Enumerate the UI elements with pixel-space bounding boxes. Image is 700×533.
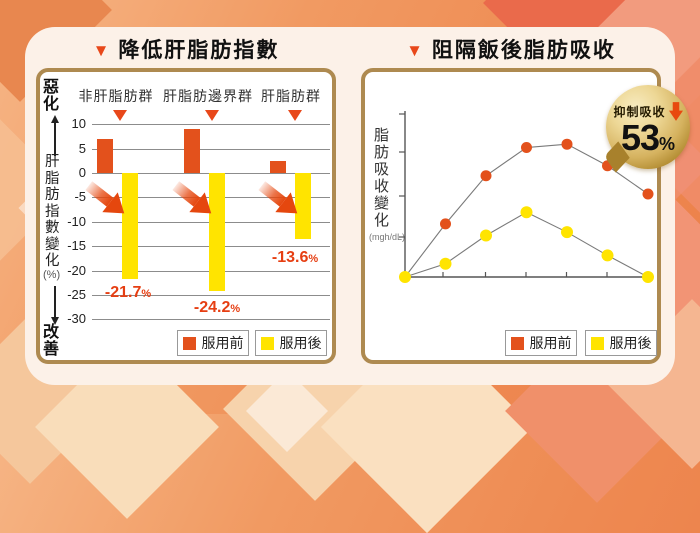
data-point-after [520,206,533,219]
data-point-before [642,188,654,200]
y-tick-label: -5 [74,189,86,205]
up-arrow-icon [51,115,59,156]
after-swatch-icon [590,336,604,350]
badge-unit: % [659,133,676,154]
bar-before [97,138,113,173]
data-point-after [439,257,452,270]
y-tick-label: -25 [67,287,86,302]
data-point-before [480,170,492,182]
y-tick-label: 0 [78,165,86,180]
data-point-before [521,142,532,154]
bar-after [122,173,138,279]
legend-before: 服用前 [177,330,249,356]
data-point-after [399,271,411,283]
category-marker-icon [113,110,127,128]
value-label-group2: -24.2% [193,299,241,316]
y-tick-label: -15 [67,238,86,254]
badge-label: 抑制吸收 [613,104,666,119]
data-point-after [601,249,614,262]
down-block-arrow-icon [668,101,683,121]
data-point-before [440,218,451,230]
bar-after [209,173,225,292]
right-chart-title: ▼ 阻隔飯後脂肪吸收 [361,34,661,64]
after-swatch-icon [260,336,274,350]
right-y-axis-unit: (mgh/dL) [368,232,405,242]
axis-direction-better-label: 改善 [43,324,60,358]
value-label-group3: -13.6% [271,249,319,266]
category-label: 非肝脂肪群 [78,88,154,104]
before-swatch-icon [182,336,196,350]
category-label: 肝脂肪群 [261,88,321,104]
legend-before: 服用前 [505,330,577,356]
y-tick-label: -30 [67,311,86,327]
category-marker-icon [288,110,302,128]
gridline [92,319,330,321]
value-label-group1: -21.7% [104,284,152,301]
down-arrow-icon [51,286,59,325]
data-point-before [561,138,573,150]
legend-after: 服用後 [255,330,327,356]
infographic-root: { "titles": { "left": "降低肝脂肪指數", "right"… [0,0,700,414]
triangle-down-icon: ▼ [92,41,112,60]
y-tick-label: 5 [78,140,86,156]
down-trend-arrow-icon [85,181,125,214]
left-chart-title-text: 降低肝脂肪指數 [118,39,280,62]
data-point-after [642,271,654,283]
y-tick-label: -10 [67,213,86,229]
data-point-after [480,229,492,242]
liver-fat-index-panel: 惡化 肝脂肪指數變化 (%) 改善 10 5 0 -5 -10 -15 -20 -25 -30 非… [36,68,336,364]
right-y-axis-label: 脂肪吸收變化 [374,127,390,229]
y-tick-label: 10 [71,116,86,132]
bar-before [270,160,286,173]
down-trend-arrow-icon [172,181,212,214]
bar-before [184,129,200,173]
down-trend-arrow-icon [258,181,298,214]
left-y-axis-label: 肝脂肪指數變化 [45,154,60,269]
gridline [92,124,330,126]
right-chart-title-text: 阻隔飯後脂肪吸收 [431,39,616,62]
before-swatch-icon [510,336,524,350]
gridline [92,295,330,296]
left-y-axis-unit: (%) [43,269,61,281]
line-chart-svg [399,111,654,283]
axis-direction-worse-label: 惡化 [43,79,60,113]
triangle-down-icon: ▼ [406,41,425,60]
legend-after: 服用後 [585,330,657,356]
data-point-after [561,226,573,239]
inhibition-badge: 抑制吸收 53% [606,85,690,169]
category-label: 肝脂肪邊界群 [163,88,253,104]
gridline [92,148,330,150]
badge-value: 53 [620,116,660,158]
fat-absorption-panel: 脂肪吸收變化 (mgh/dL) 抑制吸收 53% 服用前 服用後 [361,68,690,364]
y-tick-label: -20 [67,262,86,278]
left-chart-title: ▼ 降低肝脂肪指數 [36,34,336,64]
category-marker-icon [205,110,219,128]
bar-after [295,173,311,240]
